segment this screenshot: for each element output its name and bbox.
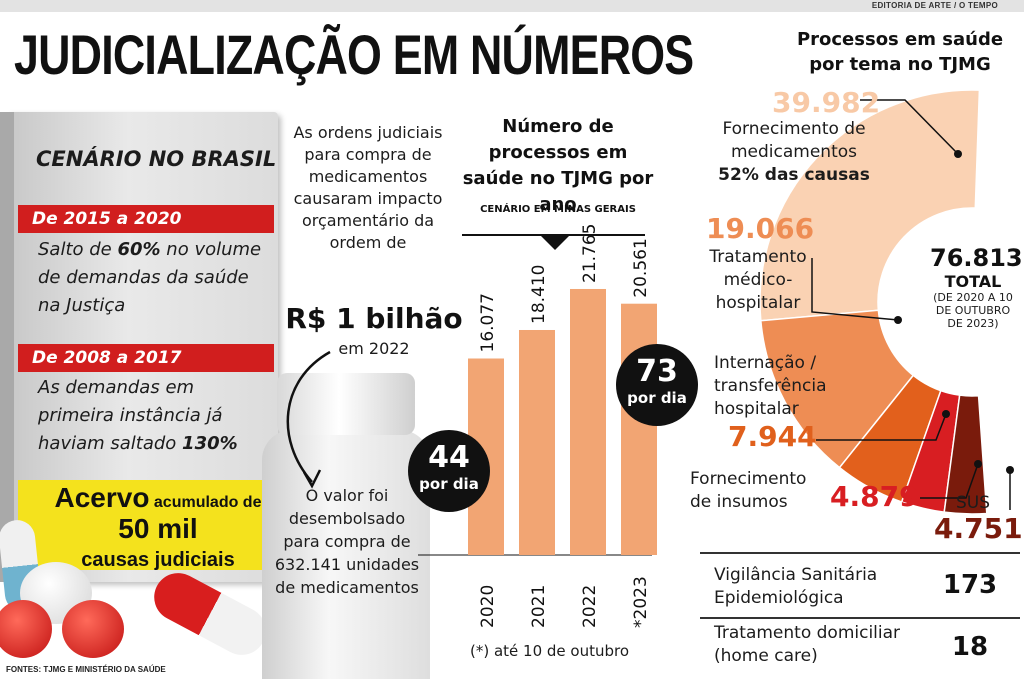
text2-b: 130% bbox=[182, 433, 238, 454]
medicamentos-intro: As ordens judiciais para compra de medic… bbox=[293, 123, 443, 252]
donut-total-value: 76.813 bbox=[930, 244, 1023, 272]
donut-total-note: (DE 2020 A 10 DE OUTUBRO DE 2023) bbox=[933, 291, 1013, 330]
slice-value-sus: 4.751 bbox=[934, 512, 1023, 545]
leader-line bbox=[816, 413, 947, 441]
leader-dot bbox=[1006, 466, 1014, 474]
bottle-text: O valor foi desembolsado para compra de … bbox=[274, 486, 420, 597]
donut-title: Processos em saúde por tema no TJMG bbox=[796, 29, 1004, 75]
bar-category-label: 2021 bbox=[529, 585, 549, 628]
slice-label-sus: SUS bbox=[956, 493, 991, 513]
acervo-unit: causas judiciais bbox=[81, 549, 235, 571]
medicamentos-year: em 2022 bbox=[338, 339, 410, 358]
arrow-head-icon bbox=[302, 469, 322, 489]
brasil-title: CENÁRIO NO BRASIL bbox=[36, 147, 277, 171]
acervo-desc: acumulado de bbox=[149, 494, 262, 511]
bar-chart-subtitle: CENÁRIO EM MINAS GERAIS bbox=[480, 204, 636, 215]
acervo-number: 50 mil bbox=[118, 513, 198, 544]
leader-dot bbox=[974, 460, 982, 468]
period-text-1: Salto de 60% no volume de demandas da sa… bbox=[38, 236, 274, 320]
table-value-homecare: 18 bbox=[951, 632, 989, 662]
bar-chart-title: Número de processos em saúde no TJMG por… bbox=[462, 116, 654, 215]
text2-a: As demandas em primeira instância já hav… bbox=[38, 377, 223, 454]
period-band-1: De 2015 a 2020 bbox=[18, 205, 274, 233]
bar-category-label: 2022 bbox=[580, 585, 600, 628]
slice-label-insumos: Fornecimento de insumos bbox=[690, 469, 807, 512]
bar-chart-footnote: (*) até 10 de outubro bbox=[470, 642, 630, 660]
acervo-word: Acervo bbox=[54, 482, 150, 513]
slice-note-medicamentos: 52% das causas bbox=[718, 165, 870, 185]
slice-value-internacao: 7.944 bbox=[728, 420, 817, 453]
slice-label-tratamento: Tratamento médico-hospitalar bbox=[709, 247, 807, 313]
slice-value-tratamento: 19.066 bbox=[706, 212, 815, 245]
text1-c: no volume de demandas da saúde na Justiç… bbox=[38, 239, 262, 316]
donut-slice bbox=[943, 394, 988, 515]
red-ball-icon bbox=[0, 600, 52, 658]
leader-dot bbox=[942, 410, 950, 418]
bar-value-label: 18.410 bbox=[529, 265, 549, 324]
table-label-vigilancia: Vigilância Sanitária Epidemiológica bbox=[714, 565, 878, 608]
period-text-2: As demandas em primeira instância já hav… bbox=[38, 374, 274, 458]
acervo-text: Acervo acumulado de 50 mil causas judici… bbox=[38, 482, 278, 575]
slice-value-medicamentos: 39.982 bbox=[772, 86, 881, 119]
badge-73-unit: por dia bbox=[627, 389, 687, 407]
text1-b: 60% bbox=[117, 239, 161, 260]
bar-category-label: *2023 bbox=[631, 576, 651, 628]
bar-value-label: 21.765 bbox=[580, 223, 600, 282]
bar bbox=[570, 288, 606, 555]
slice-value-insumos: 4.879 bbox=[830, 480, 919, 513]
leader-line bbox=[920, 463, 979, 499]
curved-arrow-icon bbox=[286, 350, 331, 483]
bar-value-label: 16.077 bbox=[478, 293, 498, 352]
table-divider bbox=[700, 552, 1020, 554]
slice-name-medicamentos: Fornecimento de medicamentos bbox=[722, 119, 866, 162]
badge-44-value: 44 bbox=[428, 440, 470, 475]
table-label-homecare: Tratamento domiciliar (home care) bbox=[714, 623, 901, 666]
medicamentos-value: R$ 1 bilhão bbox=[285, 302, 463, 335]
medicine-box-side bbox=[0, 112, 14, 582]
leader-dot bbox=[894, 316, 902, 324]
leader-dot bbox=[954, 150, 962, 158]
sources-text: FONTES: TJMG E MINISTÉRIO DA SAÚDE bbox=[6, 665, 166, 674]
text1-a: Salto de bbox=[38, 239, 118, 260]
page-title: JUDICIALIZAÇÃO EM NÚMEROS bbox=[14, 23, 694, 86]
donut-slice bbox=[760, 309, 915, 469]
badge-73-value: 73 bbox=[636, 354, 678, 389]
pill-bottle-icon bbox=[262, 430, 430, 679]
badge-44-per-day: 44 por dia bbox=[408, 430, 490, 512]
bar bbox=[519, 329, 555, 555]
table-value-vigilancia: 173 bbox=[942, 570, 998, 600]
slice-label-internacao: Internação / transferência hospitalar bbox=[714, 353, 827, 419]
donut-slice bbox=[759, 89, 981, 322]
top-bar bbox=[0, 0, 1024, 12]
acervo-band bbox=[18, 480, 280, 570]
badge-73-per-day: 73 por dia bbox=[616, 344, 698, 426]
leader-line bbox=[860, 99, 959, 155]
red-ball-icon bbox=[62, 600, 124, 658]
bar-value-label: 20.561 bbox=[631, 238, 651, 297]
credit-text: EDITORIA DE ARTE / O TEMPO bbox=[871, 1, 998, 10]
bottle-cap-icon bbox=[277, 373, 415, 435]
leader-line bbox=[811, 258, 899, 321]
table-divider bbox=[700, 617, 1020, 619]
period-band-2: De 2008 a 2017 bbox=[18, 344, 274, 372]
slice-label-medicamentos: Fornecimento de medicamentos 52% das caus… bbox=[714, 118, 874, 187]
divider-pointer-icon bbox=[540, 235, 570, 250]
bar-category-label: 2020 bbox=[478, 585, 498, 628]
badge-44-unit: por dia bbox=[419, 475, 479, 493]
donut-total-label: TOTAL bbox=[944, 272, 1002, 291]
